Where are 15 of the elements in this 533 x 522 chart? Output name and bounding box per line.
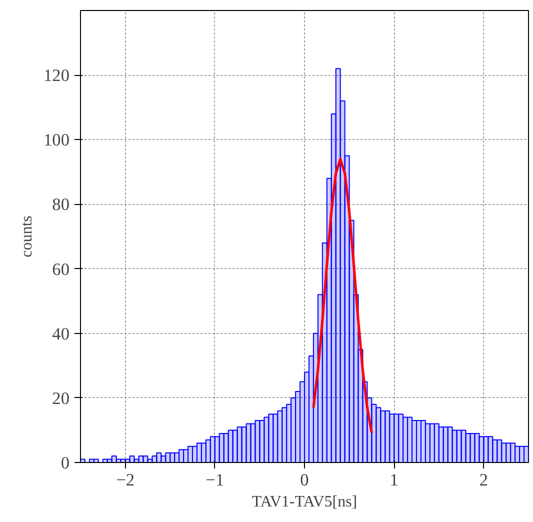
y-tick-label: 120 — [44, 66, 70, 86]
line-series — [312, 158, 373, 434]
y-tick-label: 60 — [52, 260, 70, 279]
x-tick-label: 1 — [390, 470, 398, 490]
y-tick-label: 0 — [60, 454, 70, 472]
y-tick-label: 40 — [52, 324, 70, 344]
y-axis-title: counts — [18, 216, 36, 258]
x-tick-label: 0 — [300, 470, 309, 490]
x-axis-title: TAV1-TAV5[ns] — [252, 494, 358, 510]
y-tick-label: 100 — [44, 130, 70, 150]
x-tick-label: 2 — [479, 470, 488, 490]
x-tick-label: −1 — [206, 470, 224, 490]
y-tick-label: 20 — [52, 388, 70, 408]
y-tick-label: 80 — [52, 195, 70, 214]
x-tick-label: −2 — [116, 470, 135, 490]
